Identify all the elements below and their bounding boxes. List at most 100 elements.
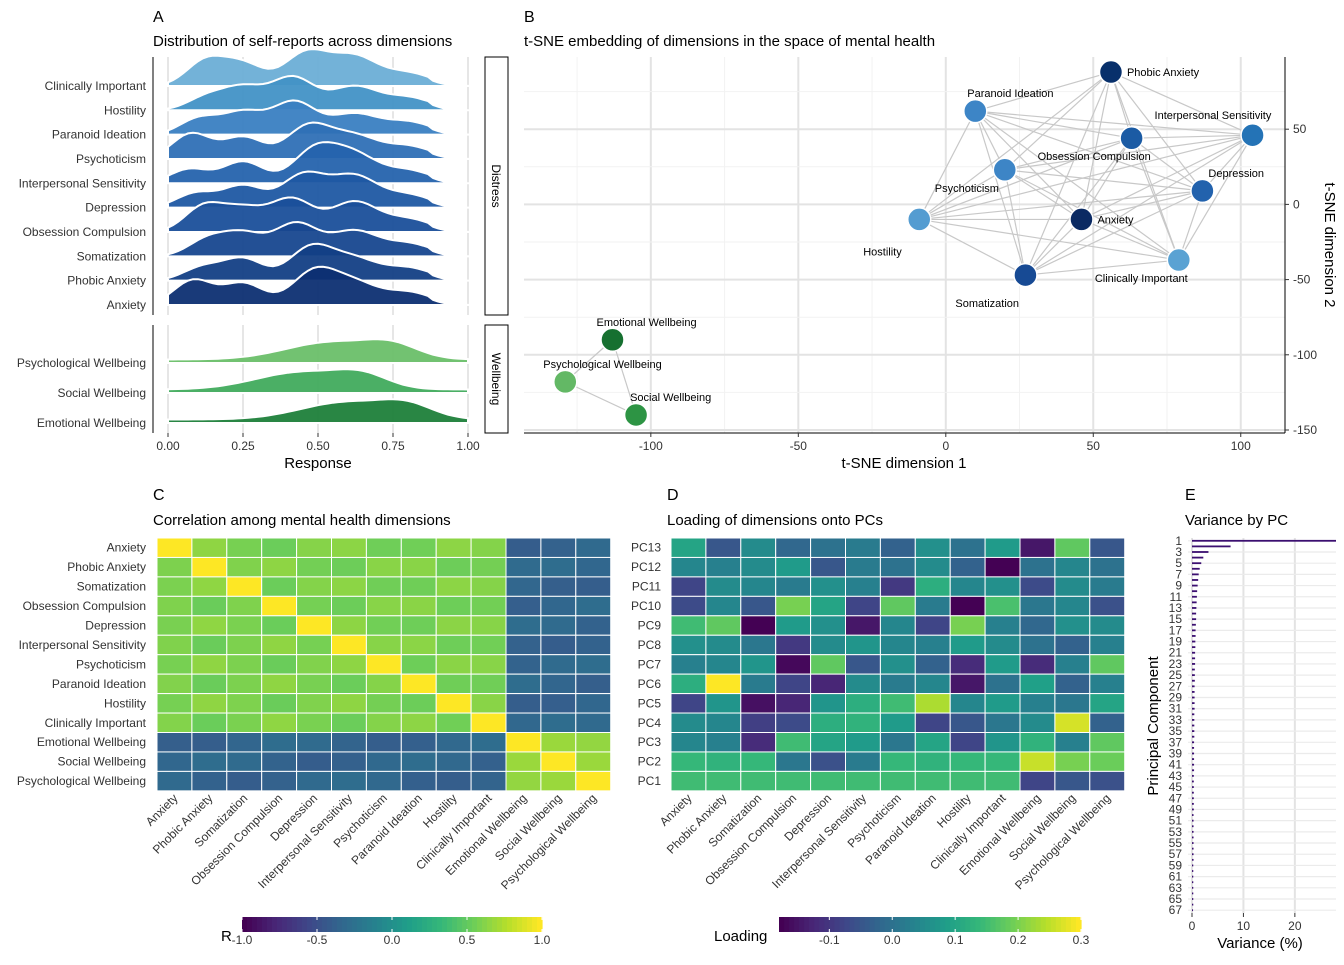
legend-swatch: [452, 917, 458, 932]
heat-cell: [540, 556, 577, 578]
heat-row-label: PC4: [638, 716, 662, 730]
heat-cell: [470, 556, 507, 578]
heat-cell: [984, 556, 1021, 578]
heat-row-label: Psychoticism: [76, 657, 146, 671]
heat-cell: [914, 751, 951, 772]
heat-cell: [914, 712, 951, 733]
legend-swatch: [834, 917, 840, 932]
heat-cell: [261, 556, 298, 578]
legend-swatch: [894, 917, 901, 932]
heat-cell: [505, 595, 542, 617]
heat-cell: [1019, 654, 1056, 675]
legend-swatch: [874, 917, 881, 932]
legend-swatch: [342, 917, 348, 932]
heat-cell: [879, 770, 916, 792]
heat-cell: [949, 576, 986, 597]
var-bar: [1192, 730, 1195, 732]
heat-cell: [365, 712, 402, 733]
heat-cell: [1054, 595, 1091, 617]
heat-cell: [191, 712, 228, 733]
heat-cell: [226, 537, 263, 558]
ridge-social-wellbeing: [167, 368, 469, 394]
heat-row-label: PC9: [638, 619, 662, 633]
tsne-edge: [1178, 134, 1254, 261]
heat-row-label: Obsession Compulsion: [23, 599, 146, 613]
heat-cell: [810, 595, 846, 617]
heat-cell: [845, 770, 881, 792]
var-bar: [1192, 539, 1336, 542]
heat-cell: [914, 537, 951, 558]
heat-cell: [705, 595, 742, 617]
var-bar: [1192, 601, 1197, 604]
var-bar: [1192, 836, 1194, 839]
legend-swatch: [332, 917, 338, 932]
heat-cell: [226, 654, 263, 675]
heat-cell: [261, 751, 298, 772]
ridge-xtick-label: 1.00: [456, 439, 480, 453]
heat-cell: [191, 673, 228, 695]
legend-swatch: [507, 917, 513, 932]
heat-cell: [1089, 770, 1126, 792]
legend-swatch: [382, 917, 388, 932]
tsne-ytick-label: -50: [1293, 273, 1311, 287]
heat-cell: [810, 654, 846, 675]
var-bar: [1192, 858, 1194, 861]
var-ytick-label: 19: [1169, 635, 1183, 649]
heat-cell: [191, 732, 228, 753]
heat-cell: [810, 556, 846, 578]
legend-swatch: [262, 917, 268, 932]
heat-cell: [705, 712, 742, 733]
heat-cell: [879, 576, 916, 597]
legend-swatch: [492, 917, 498, 932]
var-bar: [1192, 668, 1195, 671]
heat-cell: [575, 576, 612, 597]
heat-cell: [1019, 537, 1056, 558]
heat-cell: [1019, 556, 1056, 578]
heat-cell: [331, 673, 367, 695]
heat-cell: [400, 751, 437, 772]
legend-tick-label: -1.0: [232, 933, 253, 947]
var-ytick-label: 35: [1169, 724, 1183, 738]
heat-cell: [740, 615, 777, 636]
legend-swatch: [794, 917, 800, 932]
heat-cell: [914, 654, 951, 675]
heat-cell: [845, 595, 881, 617]
var-ytick-label: 15: [1169, 612, 1183, 626]
tsne-edge: [1080, 71, 1112, 220]
tsne-edge: [919, 137, 1132, 220]
strip-distress-label: Distress: [489, 164, 503, 207]
legend-swatch: [287, 917, 293, 932]
legend-swatch: [1065, 917, 1072, 932]
var-bar: [1192, 780, 1194, 783]
heat-cell: [1019, 595, 1056, 617]
heat-cell: [191, 595, 228, 617]
tsne-edge: [919, 134, 1253, 221]
heat-cell: [575, 634, 612, 656]
heat-cell: [331, 770, 367, 792]
heat-cell: [261, 770, 298, 792]
var-bar: [1192, 735, 1195, 738]
heat-cell: [914, 673, 951, 695]
legend-swatch: [462, 917, 468, 932]
var-ytick-label: 17: [1169, 623, 1183, 637]
legend-swatch: [899, 917, 906, 932]
var-bar: [1192, 898, 1194, 900]
tsne-point-label: Interpersonal Sensitivity: [1155, 110, 1272, 122]
heat-cell: [226, 770, 263, 792]
tsne-edge: [1025, 259, 1179, 276]
heat-cell: [914, 576, 951, 597]
heat-cell: [296, 634, 333, 656]
legend-swatch: [1035, 917, 1042, 932]
heat-cell: [505, 556, 542, 578]
ridge-label: Clinically Important: [45, 79, 147, 93]
legend-swatch: [945, 917, 951, 932]
legend-swatch: [437, 917, 443, 932]
heat-cell: [775, 654, 812, 675]
legend-swatch: [1055, 917, 1062, 932]
heat-cell: [575, 654, 612, 675]
heat-cell: [400, 654, 437, 675]
heat-cell: [949, 732, 986, 753]
heat-cell: [879, 556, 916, 578]
heat-cell: [1019, 732, 1056, 753]
var-ytick-label: 53: [1169, 825, 1183, 839]
